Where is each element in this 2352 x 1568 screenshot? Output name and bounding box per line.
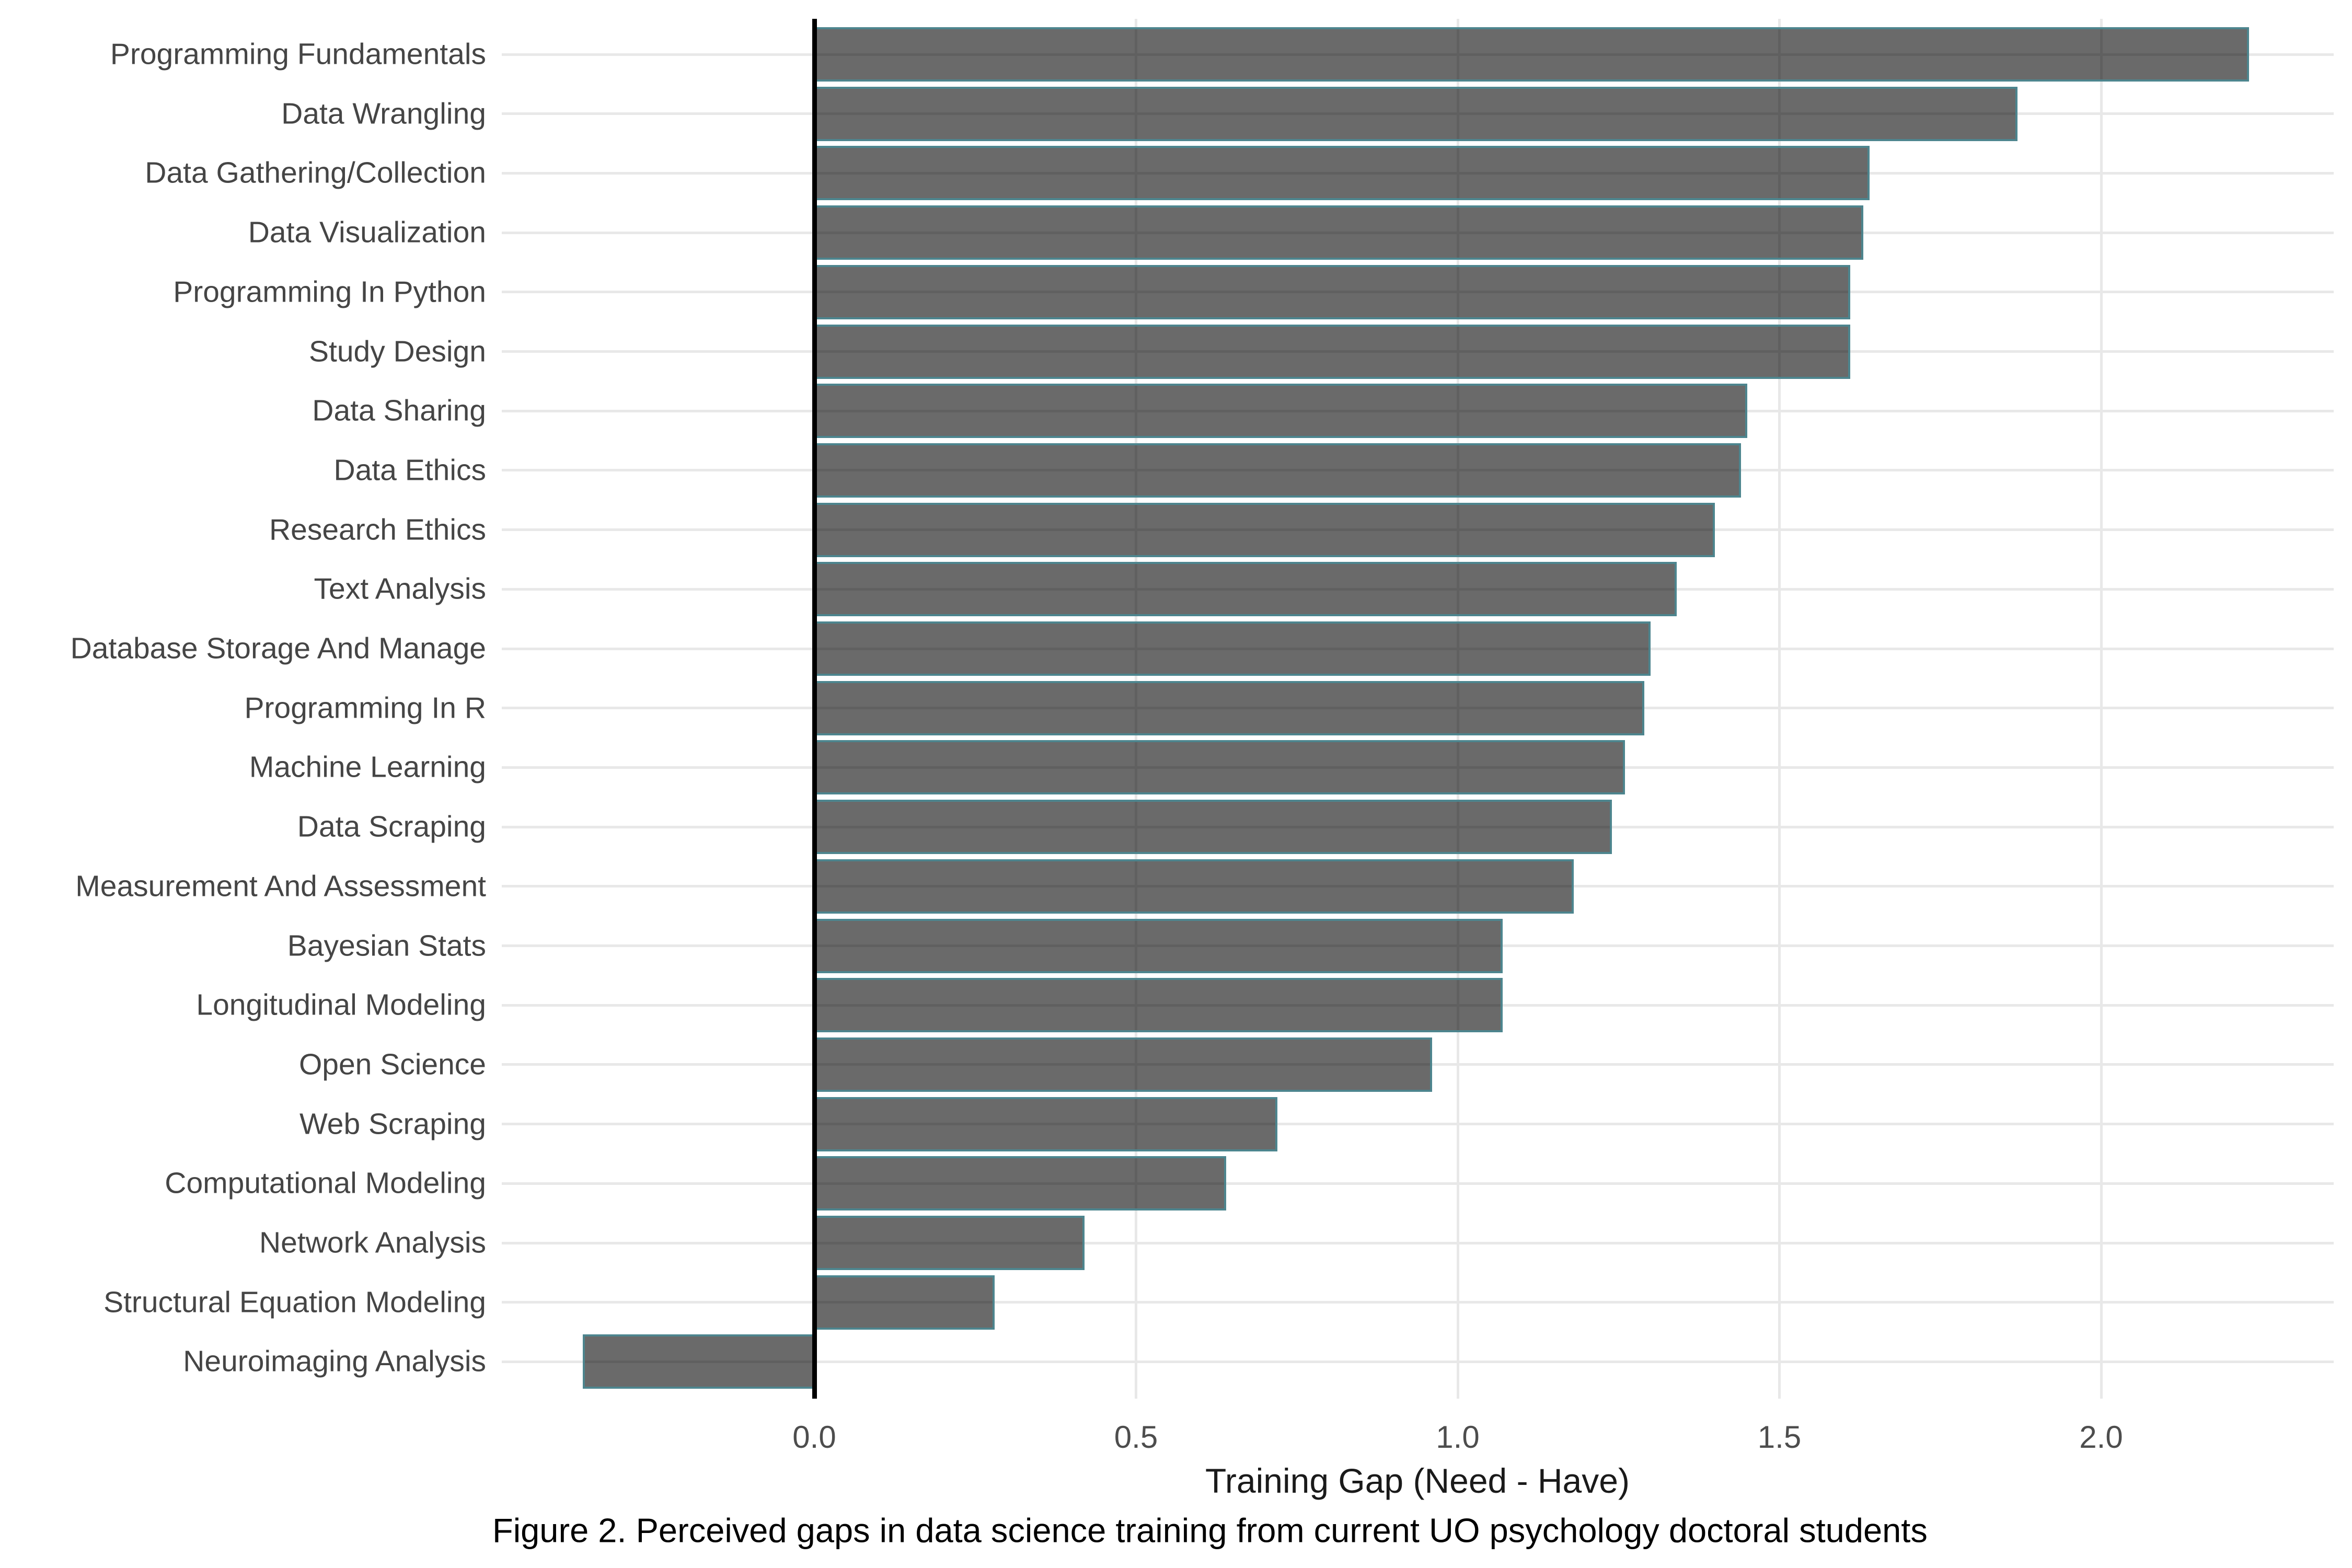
x-axis-title: Training Gap (Need - Have) bbox=[1205, 1461, 1630, 1500]
gridline-horizontal bbox=[502, 1182, 2334, 1185]
category-label: Programming Fundamentals bbox=[110, 37, 486, 71]
x-tick-label: 1.0 bbox=[1436, 1420, 1480, 1455]
x-tick-label: 1.5 bbox=[1757, 1420, 1802, 1455]
bar-web-scraping bbox=[814, 1097, 1278, 1151]
category-label: Data Wrangling bbox=[281, 97, 486, 131]
gridline-vertical bbox=[2100, 19, 2103, 1399]
bar-data-scraping bbox=[814, 800, 1612, 855]
bar-programming-fundamentals bbox=[814, 27, 2250, 82]
bar-open-science bbox=[814, 1037, 1432, 1092]
bar-data-gathering-collection bbox=[814, 146, 1870, 201]
category-label: Programming In Python bbox=[173, 275, 486, 309]
category-label: Study Design bbox=[308, 335, 486, 368]
bar-bayesian-stats bbox=[814, 918, 1503, 973]
x-tick-label: 0.0 bbox=[792, 1420, 836, 1455]
category-label: Longitudinal Modeling bbox=[196, 988, 486, 1022]
bar-longitudinal-modeling bbox=[814, 978, 1503, 1033]
category-label: Text Analysis bbox=[314, 572, 486, 606]
category-label: Data Visualization bbox=[248, 215, 486, 249]
bar-data-visualization bbox=[814, 205, 1863, 260]
category-label: Research Ethics bbox=[269, 513, 486, 547]
category-label: Structural Equation Modeling bbox=[103, 1285, 486, 1319]
category-label: Neuroimaging Analysis bbox=[183, 1344, 486, 1378]
gridline-horizontal bbox=[502, 1123, 2334, 1126]
bar-study-design bbox=[814, 324, 1850, 379]
bar-data-wrangling bbox=[814, 86, 2017, 141]
bar-research-ethics bbox=[814, 502, 1715, 557]
bar-neuroimaging-analysis bbox=[582, 1334, 814, 1389]
category-label: Open Science bbox=[298, 1047, 486, 1081]
bar-structural-equation-modeling bbox=[814, 1275, 995, 1330]
zero-reference-line bbox=[812, 19, 817, 1399]
bar-programming-in-python bbox=[814, 264, 1850, 319]
gridline-horizontal bbox=[502, 1241, 2334, 1244]
bar-machine-learning bbox=[814, 740, 1625, 795]
category-label: Network Analysis bbox=[259, 1226, 486, 1260]
bar-data-ethics bbox=[814, 443, 1741, 498]
gridline-horizontal bbox=[502, 1301, 2334, 1304]
bar-programming-in-r bbox=[814, 681, 1644, 735]
category-label: Web Scraping bbox=[299, 1107, 486, 1141]
gridline-vertical bbox=[1778, 19, 1781, 1399]
category-label: Database Storage And Manage bbox=[70, 631, 486, 665]
figure-caption: Figure 2. Perceived gaps in data science… bbox=[492, 1511, 1928, 1550]
category-label: Data Sharing bbox=[312, 394, 486, 428]
x-tick-label: 0.5 bbox=[1114, 1420, 1158, 1455]
bar-network-analysis bbox=[814, 1216, 1085, 1270]
x-tick-label: 2.0 bbox=[2079, 1420, 2123, 1455]
bar-text-analysis bbox=[814, 562, 1677, 617]
bar-data-sharing bbox=[814, 384, 1747, 439]
category-label: Data Scraping bbox=[297, 810, 486, 844]
gridline-horizontal bbox=[502, 1360, 2334, 1363]
category-label: Computational Modeling bbox=[165, 1166, 486, 1200]
category-label: Data Gathering/Collection bbox=[145, 156, 486, 190]
category-label: Bayesian Stats bbox=[287, 929, 486, 962]
bar-measurement-and-assessment bbox=[814, 859, 1574, 914]
category-label: Measurement And Assessment bbox=[75, 869, 486, 903]
bar-computational-modeling bbox=[814, 1156, 1226, 1211]
category-label: Data Ethics bbox=[333, 453, 486, 487]
category-label: Machine Learning bbox=[249, 750, 486, 784]
bar-database-storage-and-manage bbox=[814, 621, 1651, 676]
category-label: Programming In R bbox=[244, 691, 487, 725]
